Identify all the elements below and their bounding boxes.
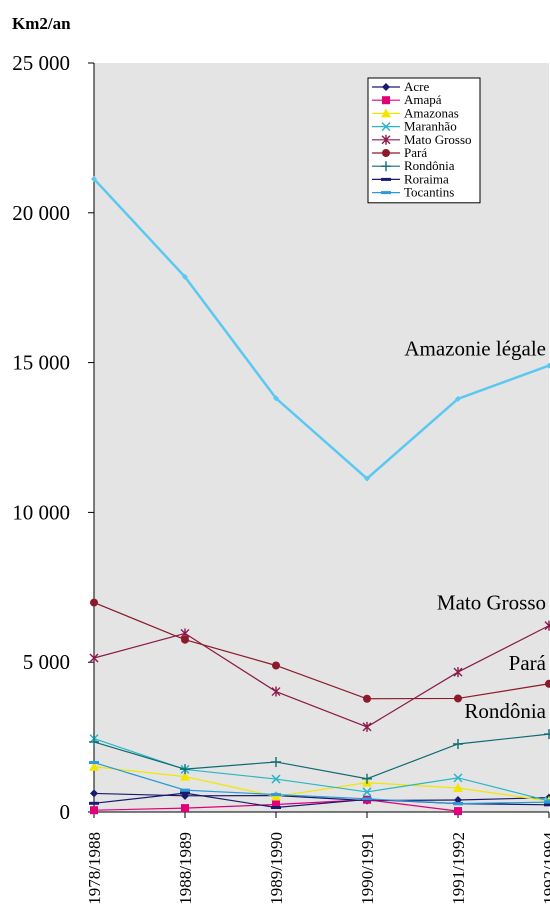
data-point — [362, 797, 372, 801]
y-tick-label: 10 000 — [12, 500, 70, 524]
y-tick-label: 0 — [60, 800, 71, 824]
data-point — [382, 149, 390, 157]
data-point — [362, 773, 372, 784]
data-point — [271, 774, 281, 784]
data-point — [180, 771, 190, 781]
x-tick-label: 1991/1992 — [449, 832, 468, 905]
data-point — [273, 395, 279, 402]
data-point — [362, 787, 372, 797]
data-point — [453, 773, 463, 783]
data-point — [545, 679, 550, 688]
data-point — [454, 694, 462, 703]
series-line — [93, 761, 550, 805]
data-point — [381, 177, 391, 181]
legend-label: Roraima — [404, 171, 449, 186]
y-tick-label: 20 000 — [12, 201, 70, 225]
series-line — [93, 766, 550, 802]
data-point — [271, 686, 281, 697]
data-point — [271, 793, 281, 797]
y-tick-label: 25 000 — [12, 51, 70, 75]
series-rondônia — [89, 729, 550, 784]
data-point — [182, 273, 188, 280]
data-point — [364, 475, 370, 482]
legend-label: Rondônia — [404, 158, 455, 173]
data-point — [453, 783, 463, 793]
series-pará — [90, 598, 550, 703]
data-point — [453, 667, 463, 678]
data-point — [544, 800, 550, 804]
data-point — [382, 83, 390, 91]
data-point — [381, 161, 391, 172]
data-point — [544, 729, 550, 740]
series-tocantins — [89, 761, 550, 806]
data-point — [546, 362, 550, 369]
data-point — [381, 191, 391, 195]
data-point — [89, 653, 99, 664]
data-point — [90, 598, 98, 607]
data-point — [381, 108, 391, 118]
legend-label: Tocantins — [404, 185, 454, 200]
data-point — [544, 620, 550, 631]
data-point — [272, 661, 280, 670]
x-tick-label: 1988/1989 — [176, 832, 195, 905]
data-point — [180, 791, 190, 795]
data-point — [454, 796, 462, 805]
data-point — [91, 175, 97, 182]
data-point — [272, 800, 280, 809]
data-point — [180, 764, 190, 775]
data-point — [382, 96, 390, 105]
legend-label: Pará — [404, 145, 427, 160]
data-point — [89, 801, 99, 805]
data-point — [271, 806, 281, 810]
data-point — [455, 395, 461, 402]
series-line — [93, 602, 550, 700]
data-point — [181, 804, 189, 813]
legend-label: Amazonas — [404, 105, 459, 120]
x-tick-label: 1992/1994 — [540, 832, 550, 905]
data-point — [363, 694, 371, 703]
data-point — [362, 721, 372, 732]
series-line — [93, 178, 550, 481]
series-amazonie-légale — [91, 175, 550, 482]
data-point — [453, 738, 463, 749]
data-point — [453, 802, 463, 806]
x-tick-label: 1989/1990 — [267, 832, 286, 905]
legend-label: Mato Grosso — [404, 132, 472, 147]
data-point — [381, 134, 391, 145]
data-point — [271, 756, 281, 767]
data-point — [181, 635, 189, 644]
data-point — [90, 789, 98, 798]
x-tick-label: 1978/1988 — [85, 832, 104, 905]
data-point — [89, 761, 99, 765]
data-point — [544, 803, 550, 807]
y-tick-label: 15 000 — [12, 351, 70, 375]
legend-label: Acre — [404, 79, 429, 94]
annotation: Mato Grosso — [437, 591, 546, 615]
data-point — [454, 807, 462, 816]
data-point — [90, 806, 98, 815]
data-point — [89, 761, 99, 771]
annotation: Pará — [509, 651, 547, 675]
annotation: Amazonie légale — [404, 337, 546, 361]
x-tick-label: 1990/1991 — [358, 832, 377, 905]
data-point — [89, 736, 99, 747]
series-line — [93, 733, 550, 780]
annotation: Rondônia — [464, 699, 546, 723]
series-line — [93, 625, 550, 728]
data-point — [180, 788, 190, 792]
y-tick-label: 5 000 — [23, 650, 70, 674]
data-point — [381, 122, 391, 132]
series-mato-grosso — [89, 620, 550, 732]
legend-label: Maranhão — [404, 119, 457, 134]
legend-label: Amapá — [404, 92, 442, 107]
y-unit-label: Km2/an — [12, 14, 71, 33]
